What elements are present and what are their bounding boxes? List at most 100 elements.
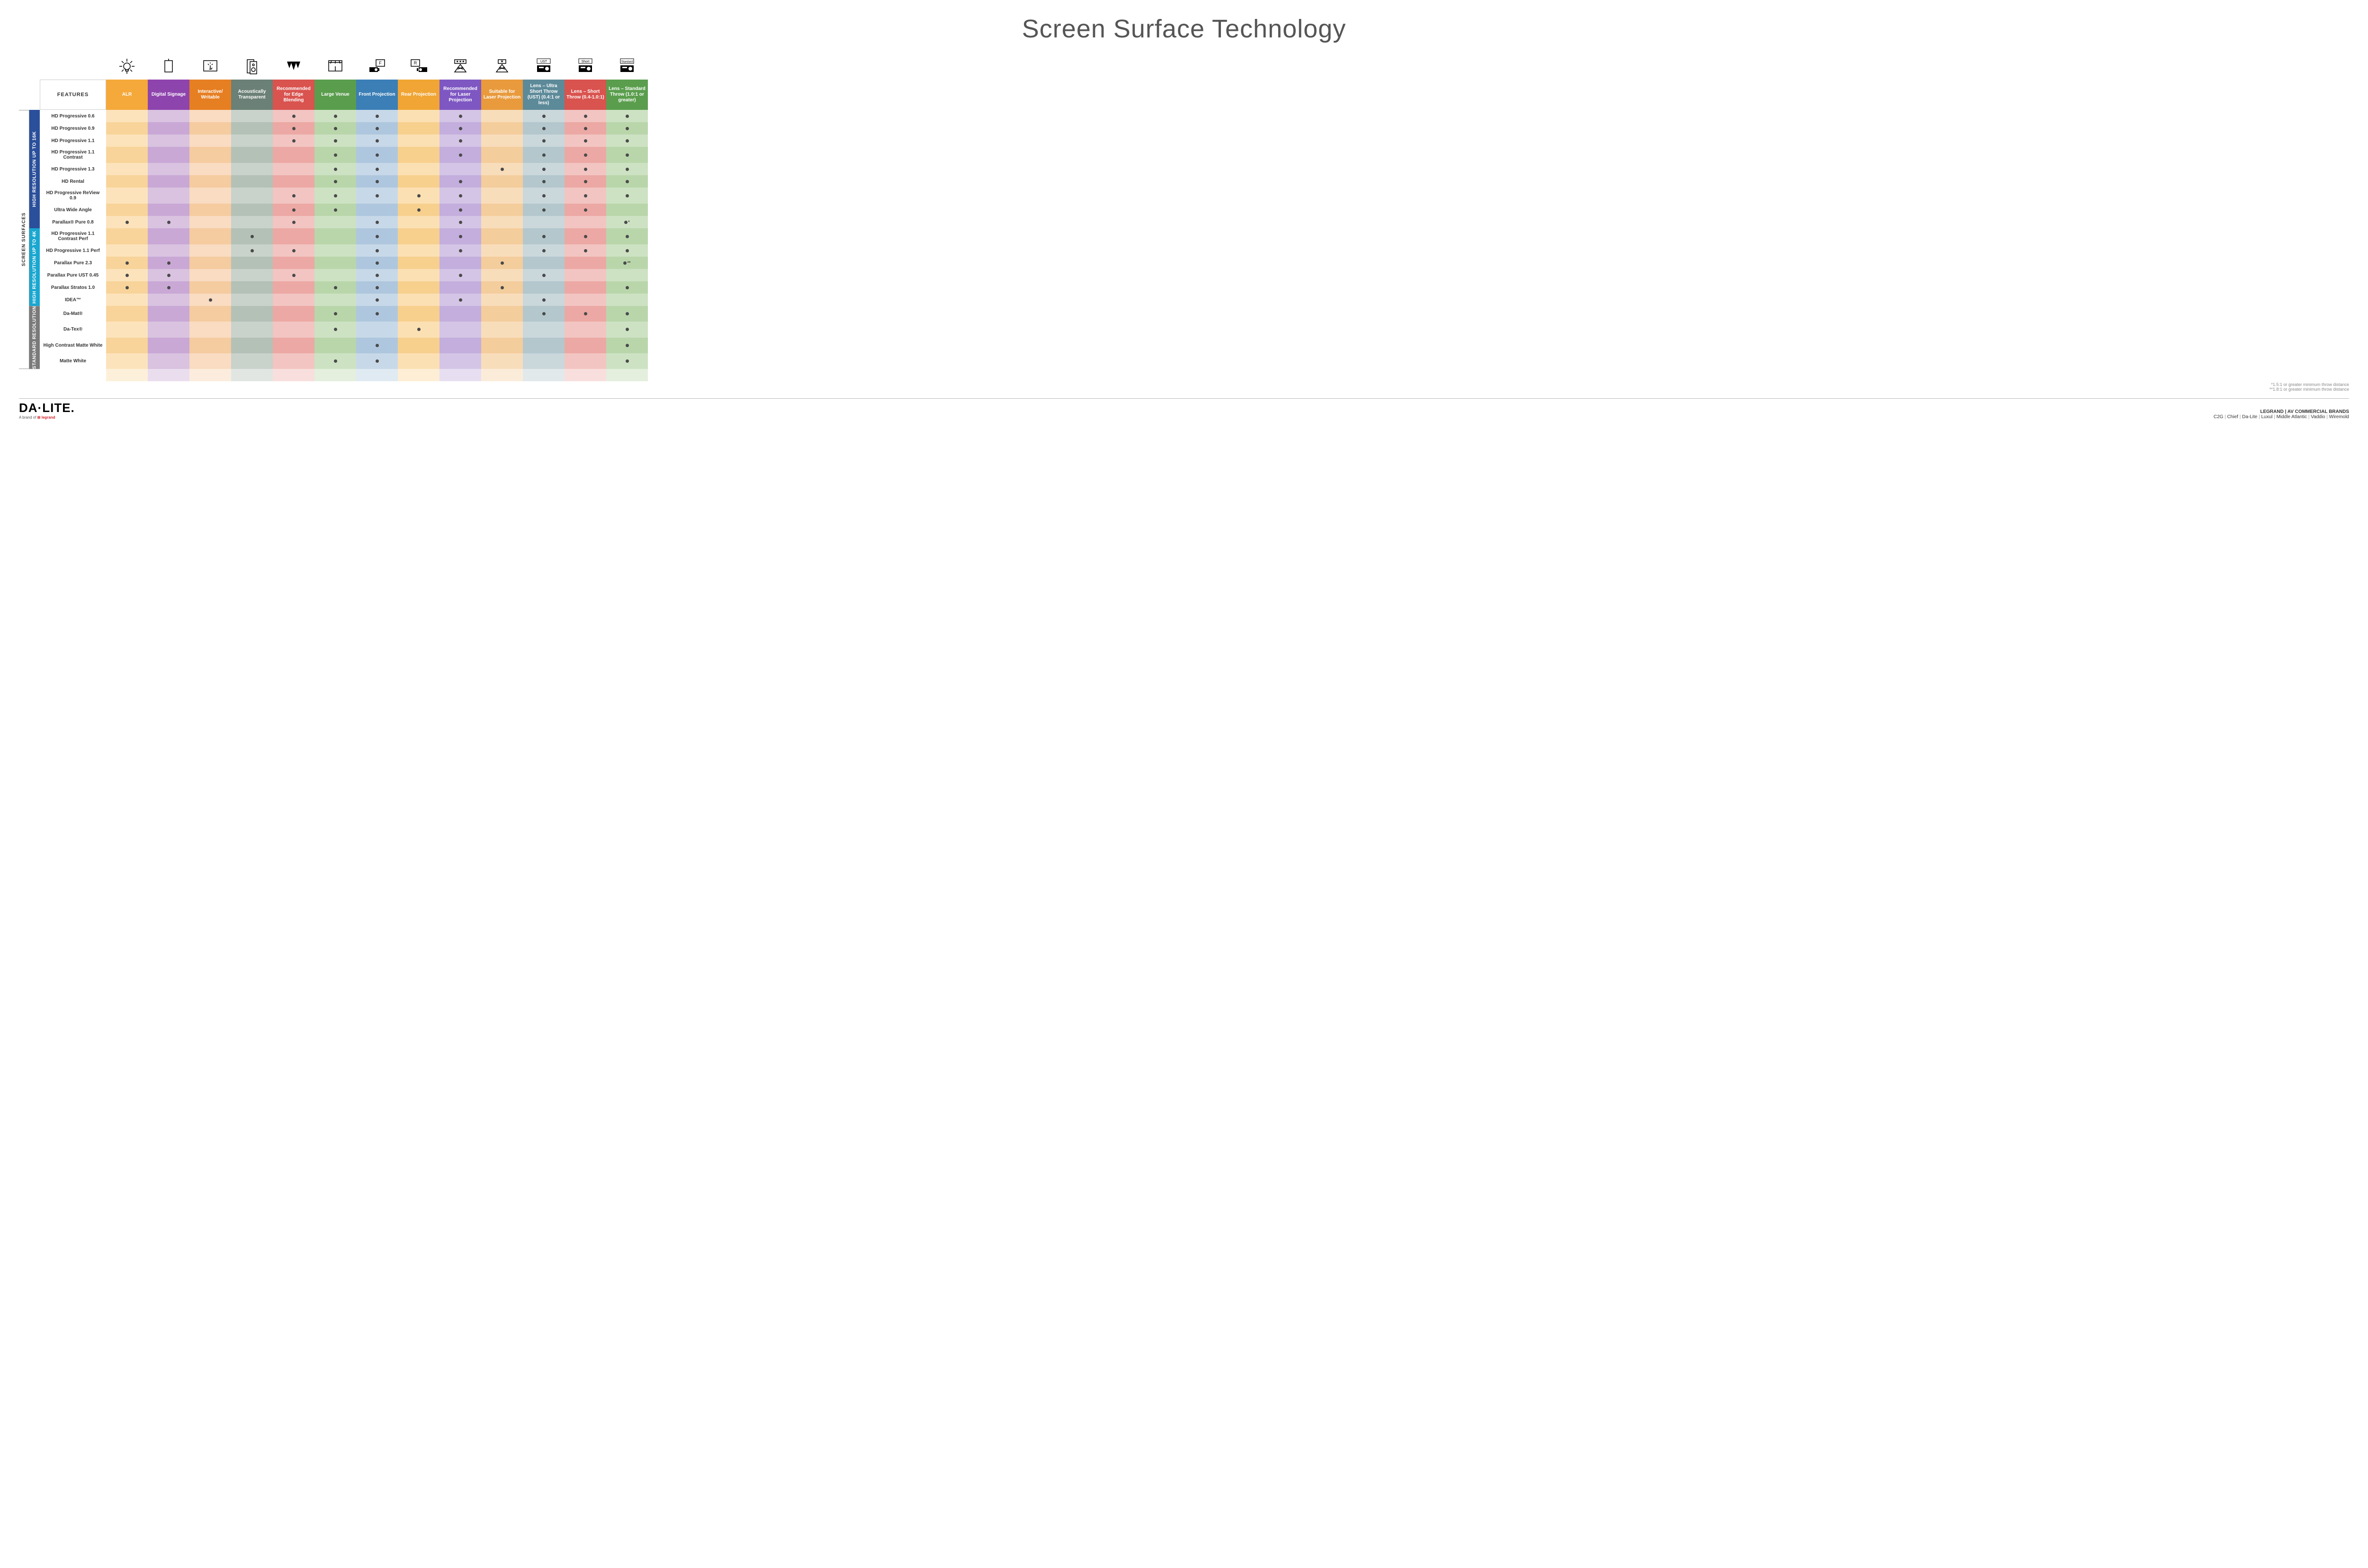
cell-alr <box>106 204 148 216</box>
svg-text:Short: Short <box>582 60 590 63</box>
row-label: HD Progressive 1.1 Perf <box>40 244 106 257</box>
cell-short <box>565 163 606 175</box>
cell-alr <box>106 163 148 175</box>
cell-signage <box>148 244 189 257</box>
cell-standard <box>606 134 648 147</box>
cell-venue <box>314 269 356 281</box>
cell-suitlaser <box>481 204 523 216</box>
cell-rear <box>398 281 440 294</box>
cell-signage <box>148 110 189 122</box>
cell-standard <box>606 175 648 188</box>
cell-ust <box>523 134 565 147</box>
cell-ust <box>523 294 565 306</box>
cell-standard: ** <box>606 257 648 269</box>
cell-reclaser <box>440 122 481 134</box>
cell-interactive <box>189 216 231 228</box>
cell-venue <box>314 122 356 134</box>
row-label: IDEA™ <box>40 294 106 306</box>
cell-reclaser <box>440 338 481 353</box>
cell-short <box>565 216 606 228</box>
cell-rear <box>398 204 440 216</box>
cell-signage <box>148 216 189 228</box>
cell-short <box>565 122 606 134</box>
column-header-rear: Rear Projection <box>398 80 440 110</box>
row-label: Matte White <box>40 353 106 369</box>
category-hr16: HIGH RESOLUTION UP TO 16K <box>29 110 40 228</box>
cell-alr <box>106 175 148 188</box>
cell-alr <box>106 110 148 122</box>
cell-edge <box>273 294 314 306</box>
cell-ust <box>523 175 565 188</box>
row-label: Parallax Pure 2.3 <box>40 257 106 269</box>
cell-venue <box>314 163 356 175</box>
svg-text:★: ★ <box>500 59 503 63</box>
cell-acoustic <box>231 244 273 257</box>
cell-ust <box>523 110 565 122</box>
cell-reclaser <box>440 175 481 188</box>
cell-signage <box>148 353 189 369</box>
cell-edge <box>273 204 314 216</box>
page-title: Screen Surface Technology <box>19 14 2349 44</box>
cell-ust <box>523 216 565 228</box>
cell-signage <box>148 188 189 204</box>
cell-short <box>565 110 606 122</box>
cell-alr <box>106 147 148 163</box>
cell-reclaser <box>440 228 481 244</box>
cell-reclaser <box>440 188 481 204</box>
cell-short <box>565 244 606 257</box>
cell-standard <box>606 269 648 281</box>
cell-acoustic <box>231 204 273 216</box>
cell-alr <box>106 306 148 322</box>
cell-acoustic <box>231 188 273 204</box>
cell-acoustic <box>231 110 273 122</box>
cell-edge <box>273 338 314 353</box>
row-label: High Contrast Matte White <box>40 338 106 353</box>
cell-suitlaser <box>481 353 523 369</box>
cell-rear <box>398 175 440 188</box>
column-header-reclaser: Recommended for Laser Projection <box>440 80 481 110</box>
cell-alr <box>106 216 148 228</box>
cell-acoustic <box>231 257 273 269</box>
cell-interactive <box>189 322 231 337</box>
cell-reclaser <box>440 257 481 269</box>
cell-suitlaser <box>481 244 523 257</box>
row-label: HD Progressive 1.1 Contrast <box>40 147 106 163</box>
column-header-venue: Large Venue <box>314 80 356 110</box>
row-label: Da-Tex® <box>40 322 106 337</box>
spacer-cell <box>273 369 314 381</box>
cell-edge <box>273 281 314 294</box>
cell-acoustic <box>231 216 273 228</box>
cell-standard <box>606 353 648 369</box>
cell-reclaser <box>440 147 481 163</box>
cell-signage <box>148 322 189 337</box>
cell-reclaser <box>440 204 481 216</box>
cell-acoustic <box>231 163 273 175</box>
cell-short <box>565 175 606 188</box>
column-header-ust: Lens – Ultra Short Throw (UST) (0.4:1 or… <box>523 80 565 110</box>
cell-signage <box>148 228 189 244</box>
cell-acoustic <box>231 134 273 147</box>
cell-venue <box>314 322 356 337</box>
cell-interactive <box>189 269 231 281</box>
cell-short <box>565 281 606 294</box>
brand-tagline: A brand of ⊞ legrand <box>19 415 75 420</box>
cell-rear <box>398 322 440 337</box>
cell-rear <box>398 122 440 134</box>
cell-suitlaser <box>481 188 523 204</box>
column-icon-reclaser: ★★★ <box>440 53 481 80</box>
cell-venue <box>314 228 356 244</box>
cell-alr <box>106 122 148 134</box>
cell-edge <box>273 188 314 204</box>
cell-ust <box>523 204 565 216</box>
cell-rear <box>398 216 440 228</box>
column-header-short: Lens – Short Throw (0.4-1.0:1) <box>565 80 606 110</box>
cell-ust <box>523 122 565 134</box>
cell-standard <box>606 322 648 337</box>
cell-acoustic <box>231 175 273 188</box>
cell-front <box>356 353 398 369</box>
cell-signage <box>148 134 189 147</box>
svg-text:F: F <box>379 61 382 65</box>
cell-rear <box>398 228 440 244</box>
cell-edge <box>273 134 314 147</box>
column-header-interactive: Interactive/ Writable <box>189 80 231 110</box>
